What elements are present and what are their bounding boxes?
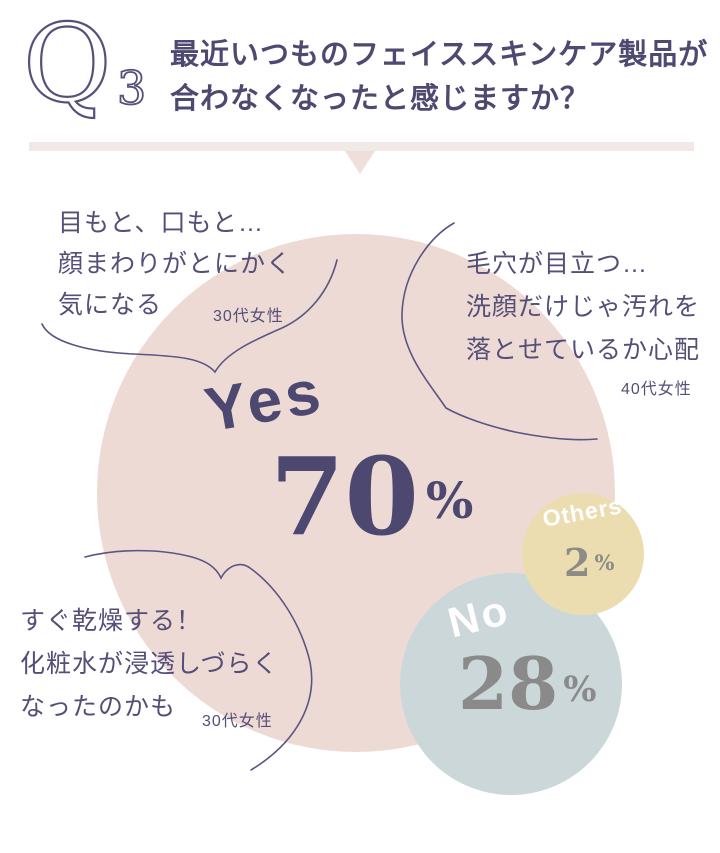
question-index: 3	[117, 61, 146, 115]
quote-line: 目もと、口もと…	[58, 209, 265, 237]
no-percent-number: 28	[458, 641, 559, 726]
yes-value: 70 %	[270, 444, 473, 551]
quote-line: 洗顔だけじゃ汚れを	[466, 293, 701, 321]
others-value: 2 %	[564, 544, 614, 582]
quote-line: 化粧水が浸透しづらく	[20, 650, 279, 678]
title-line-2: 合わなくなったと感じますか？	[170, 83, 591, 115]
no-percent-sign: %	[563, 669, 597, 710]
quote-line: すぐ乾燥する！	[20, 607, 203, 635]
title-line-1: 最近いつものフェイススキンケア製品が	[170, 39, 709, 71]
page-title: 最近いつものフェイススキンケア製品が 合わなくなったと感じますか？	[170, 33, 708, 121]
quote-top-left-attribution: 30代女性	[213, 308, 284, 325]
others-percent-sign: %	[594, 550, 615, 575]
quote-line: 毛穴が目立つ…	[466, 250, 649, 278]
quote-top-right-attribution: 40代女性	[621, 381, 692, 398]
divider-arrow-down-icon	[345, 151, 375, 174]
question-letter: Q	[23, 2, 112, 127]
yes-percent-sign: %	[425, 471, 474, 530]
quote-top-right: 毛穴が目立つ… 洗顔だけじゃ汚れを 落とせているか心配	[466, 243, 700, 372]
quote-line: 顔まわりがとにかく	[58, 250, 293, 278]
quote-bottom-left-attribution: 30代女性	[202, 713, 273, 730]
others-bubble	[522, 493, 644, 615]
yes-percent-number: 70	[270, 435, 419, 560]
no-value: 28 %	[458, 648, 596, 720]
others-percent-number: 2	[564, 540, 591, 585]
question-number-logo: Q 3	[22, 1, 147, 128]
divider-bar	[29, 142, 694, 151]
quote-line: 落とせているか心配	[466, 336, 701, 364]
